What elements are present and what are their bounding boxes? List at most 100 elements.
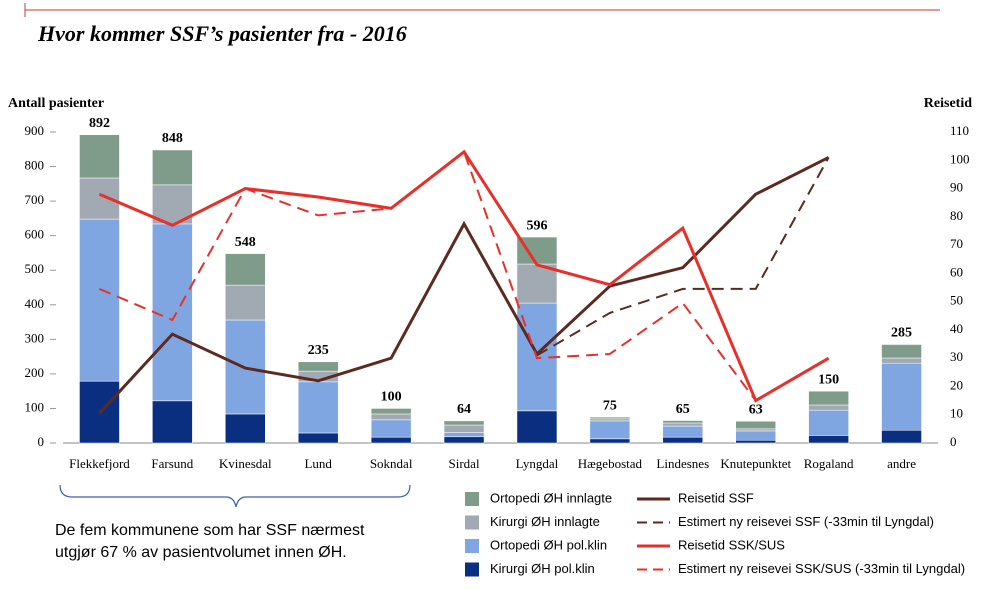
total-label: 150 — [818, 372, 839, 387]
total-label: 848 — [162, 131, 183, 146]
x-tick-label: Hægebostad — [578, 456, 643, 471]
y-tick-label: 500 — [25, 261, 45, 276]
annotation: De fem kommunene som har SSF nærmest — [55, 522, 365, 539]
y-tick-label: 200 — [25, 365, 45, 380]
y-tick-label: 100 — [25, 399, 45, 414]
legend-label: Kirurgi ØH innlagte — [490, 514, 600, 529]
y-tick-label: 0 — [38, 434, 45, 449]
bar-segment — [589, 438, 631, 444]
y2-tick-label: 80 — [950, 208, 963, 223]
legend-swatch — [465, 562, 479, 577]
legend-label: Reisetid SSF — [678, 490, 754, 505]
y2-tick-label: 50 — [950, 293, 963, 308]
bar-segment — [808, 404, 849, 411]
y-tick-label: 900 — [25, 123, 45, 138]
total-label: 285 — [891, 326, 912, 341]
x-tick-label: Knutepunktet — [720, 456, 791, 471]
bar-segment — [808, 435, 849, 444]
x-tick-label: Flekkefjord — [69, 456, 130, 471]
brace — [59, 484, 411, 508]
y2-tick-label: 60 — [950, 264, 963, 279]
bar-segment — [881, 357, 922, 364]
x-tick-label: Lindesnes — [656, 456, 709, 471]
bar-segment — [443, 436, 485, 444]
x-tick-label: Sokndal — [370, 456, 413, 471]
y2-tick-label: 110 — [950, 123, 969, 138]
bar-segment — [297, 361, 339, 372]
y-tick-label: 600 — [25, 227, 45, 242]
x-tick-label: Kvinesdal — [219, 456, 272, 471]
x-tick-label: andre — [887, 456, 916, 471]
legend-swatch — [465, 515, 479, 530]
bar-segment — [443, 432, 485, 438]
legend-label: Estimert ny reisevei SSF (-33min til Lyn… — [678, 514, 934, 529]
legend-label: Reisetid SSK/SUS — [678, 537, 785, 552]
total-label: 596 — [526, 218, 547, 233]
bar-segment — [79, 134, 120, 179]
bar-segment — [370, 436, 412, 444]
bar-segment — [735, 420, 776, 430]
bar-segment — [370, 419, 412, 438]
bar-segment — [662, 422, 704, 427]
y-tick-label: 800 — [25, 158, 45, 173]
legend-swatch — [465, 539, 479, 553]
bar-segment — [79, 177, 120, 220]
bar-segment — [662, 425, 704, 438]
bar-segment — [516, 410, 558, 444]
legend-label: Ortopedi ØH innlagte — [490, 490, 612, 505]
bar-segment — [662, 436, 704, 444]
bar-segment — [735, 439, 776, 444]
line-series — [98, 149, 830, 403]
bar-segment — [808, 409, 849, 436]
y2-tick-label: 90 — [950, 180, 963, 195]
bar-segment — [370, 413, 412, 421]
bar-segment — [881, 429, 922, 444]
bar-segment — [152, 149, 193, 186]
x-tick-label: Lund — [304, 456, 332, 471]
bar-segment — [589, 416, 631, 420]
annotation: utgjør 67 % av pasientvolumet innen ØH. — [55, 544, 347, 561]
y-axis-label: Antall pasienter — [8, 96, 104, 111]
y2-tick-label: 40 — [950, 321, 963, 336]
legend-label: Ortopedi ØH pol.klin — [490, 537, 607, 552]
bar-segment — [152, 223, 193, 402]
x-tick-label: Farsund — [151, 456, 193, 471]
y2-tick-label: 0 — [950, 434, 957, 449]
bar-segment — [516, 263, 558, 304]
y-tick-label: 400 — [25, 296, 45, 311]
legend-label: Estimert ny reisevei SSK/SUS (-33min til… — [678, 561, 965, 576]
total-label: 65 — [676, 402, 690, 417]
total-label: 75 — [603, 398, 617, 413]
bar-segment — [297, 432, 339, 444]
y2-tick-label: 20 — [950, 377, 963, 392]
bar-segment — [735, 430, 776, 441]
bar-segment — [589, 418, 631, 422]
total-label: 63 — [749, 402, 763, 417]
x-tick-label: Sirdal — [449, 456, 480, 471]
bar-segment — [662, 420, 704, 424]
legend-label: Kirurgi ØH pol.klin — [490, 561, 595, 576]
y2-tick-label: 30 — [950, 349, 963, 364]
bar-segment — [443, 424, 485, 433]
total-label: 235 — [308, 343, 329, 358]
bar-segment — [808, 390, 849, 406]
y-tick-label: 300 — [25, 330, 45, 345]
bar-segment — [152, 400, 193, 444]
total-label: 548 — [235, 235, 256, 250]
y2-axis-label: Reisetid — [924, 96, 972, 111]
bar-segment — [881, 362, 922, 431]
legend-swatch — [465, 492, 479, 506]
bar-segment — [225, 413, 266, 444]
bar-segment — [225, 253, 266, 286]
y2-tick-label: 100 — [950, 151, 970, 166]
x-tick-label: Lyngdal — [516, 456, 559, 471]
chart-title: Hvor kommer SSF’s pasienter fra - 2016 — [37, 21, 407, 46]
x-tick-label: Rogaland — [804, 456, 854, 471]
bar-segment — [881, 344, 922, 359]
line-series — [99, 150, 830, 402]
bar-segment — [370, 408, 412, 415]
total-label: 892 — [89, 116, 110, 131]
total-label: 100 — [381, 390, 402, 405]
y2-tick-label: 70 — [950, 236, 963, 251]
